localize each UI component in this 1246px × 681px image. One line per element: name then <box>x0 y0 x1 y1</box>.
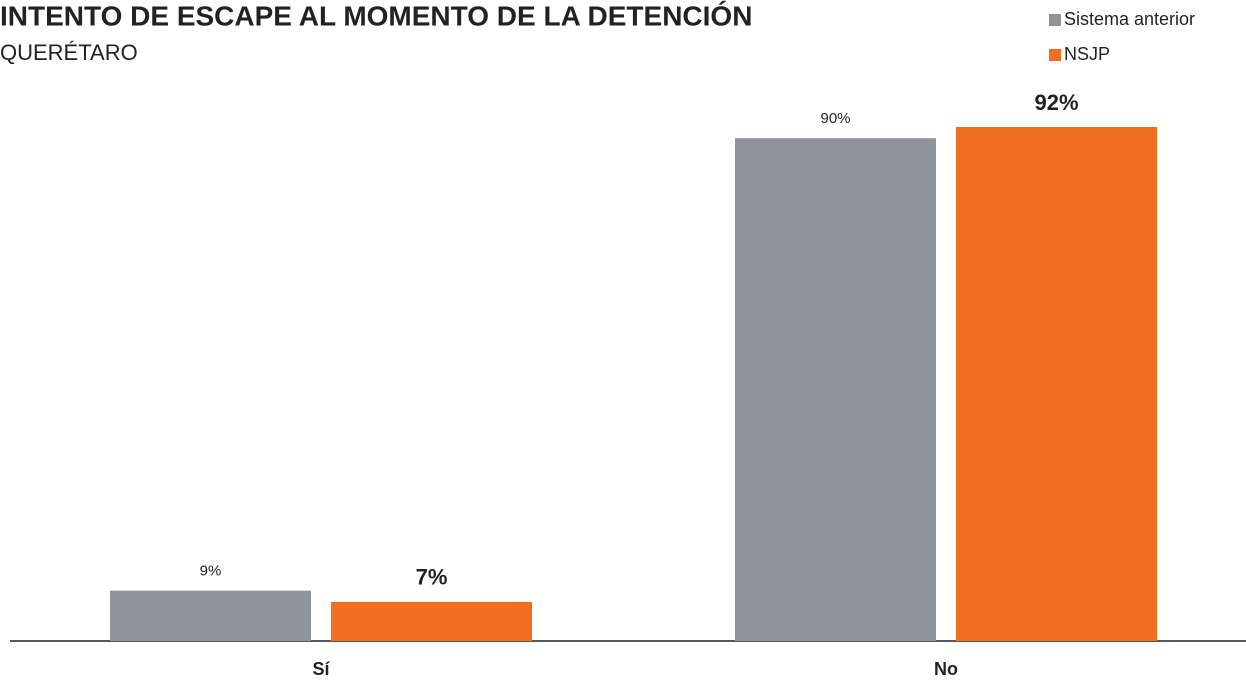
legend-swatch <box>1049 14 1061 26</box>
bar <box>110 590 311 641</box>
bar <box>735 138 936 641</box>
legend-label: NSJP <box>1064 44 1110 64</box>
x-tick-label: Sí <box>312 659 330 679</box>
legend-label: Sistema anterior <box>1064 9 1195 29</box>
x-tick-label: No <box>934 659 958 679</box>
chart-subtitle: QUERÉTARO <box>0 40 138 65</box>
value-label: 7% <box>416 565 448 590</box>
bar <box>956 127 1157 641</box>
chart-title: INTENTO DE ESCAPE AL MOMENTO DE LA DETEN… <box>0 0 752 31</box>
value-label: 92% <box>1034 90 1078 115</box>
value-label: 90% <box>820 110 850 127</box>
legend-swatch <box>1049 49 1061 61</box>
bar <box>331 601 532 641</box>
value-label: 9% <box>200 563 222 580</box>
